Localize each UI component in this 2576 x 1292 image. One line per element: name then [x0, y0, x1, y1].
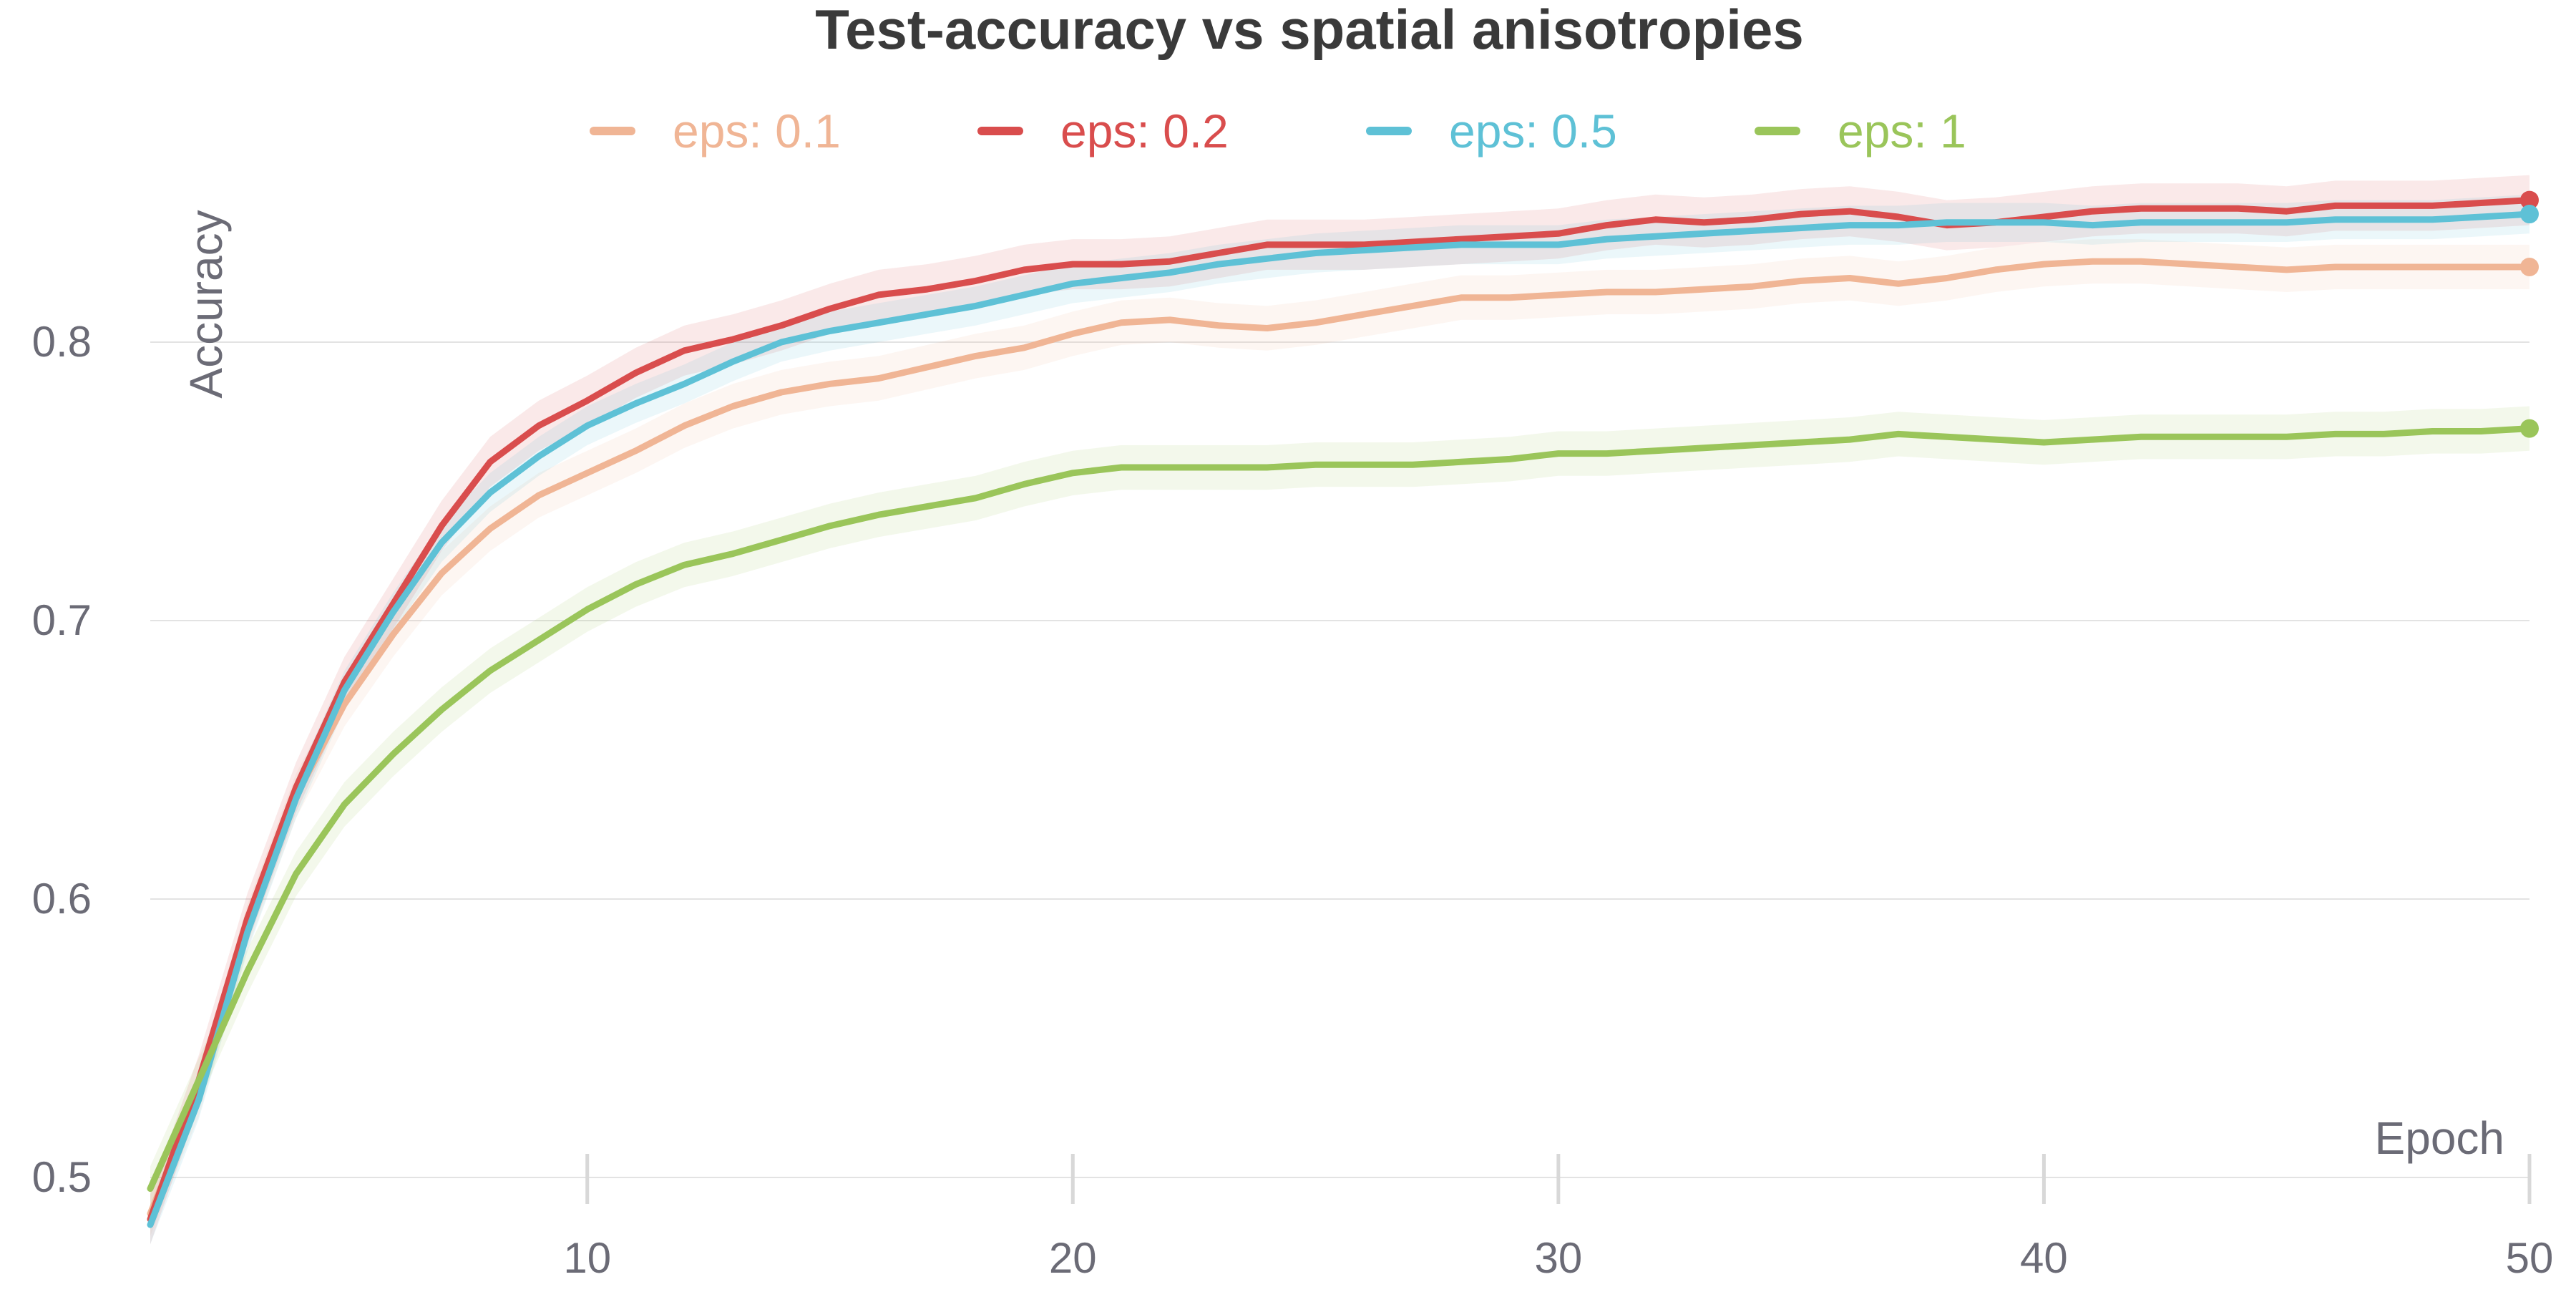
y-tick-label: 0.6	[32, 875, 92, 923]
y-tick-label: 0.8	[32, 318, 92, 366]
y-axis: 0.5 0.6 0.7 0.8	[32, 318, 92, 1201]
series-line	[147, 197, 2533, 1223]
legend-label: eps: 1	[1838, 105, 1966, 157]
x-tick-label: 50	[2506, 1234, 2554, 1282]
chart-title: Test-accuracy vs spatial anisotropies	[815, 0, 1804, 61]
series-band	[150, 194, 2529, 1245]
x-tick-label: 30	[1534, 1234, 1582, 1282]
series-endpoint	[2520, 257, 2539, 276]
x-axis: 10 20 30 40 50	[563, 1154, 2553, 1282]
series-lines	[147, 197, 2533, 1228]
legend-item: eps: 0.2	[977, 105, 1229, 157]
legend-label: eps: 0.1	[673, 105, 841, 157]
x-axis-title: Epoch	[2375, 1112, 2504, 1164]
confidence-bands	[150, 175, 2529, 1245]
legend-label: eps: 0.5	[1449, 105, 1617, 157]
series-line	[147, 210, 2533, 1228]
x-tick-label: 40	[2020, 1234, 2068, 1282]
legend-label: eps: 0.2	[1060, 105, 1229, 157]
series-line	[147, 258, 2533, 1218]
series-band	[150, 239, 2529, 1236]
legend: eps: 0.1 eps: 0.2 eps: 0.5 eps: 1	[590, 105, 1966, 157]
series-endpoint	[2520, 205, 2539, 224]
y-axis-title: Accuracy	[180, 210, 232, 398]
series-endpoint	[2520, 190, 2539, 210]
series-line	[147, 425, 2533, 1193]
series-endpoints	[2520, 190, 2539, 438]
gridlines	[150, 341, 2529, 1178]
legend-item: eps: 0.1	[590, 105, 841, 157]
y-tick-label: 0.5	[32, 1153, 92, 1201]
x-tick-label: 20	[1049, 1234, 1097, 1282]
legend-item: eps: 0.5	[1366, 105, 1617, 157]
series-endpoint	[2520, 419, 2539, 438]
x-tick-label: 10	[563, 1234, 611, 1282]
legend-item: eps: 1	[1755, 105, 1966, 157]
y-tick-label: 0.7	[32, 596, 92, 644]
